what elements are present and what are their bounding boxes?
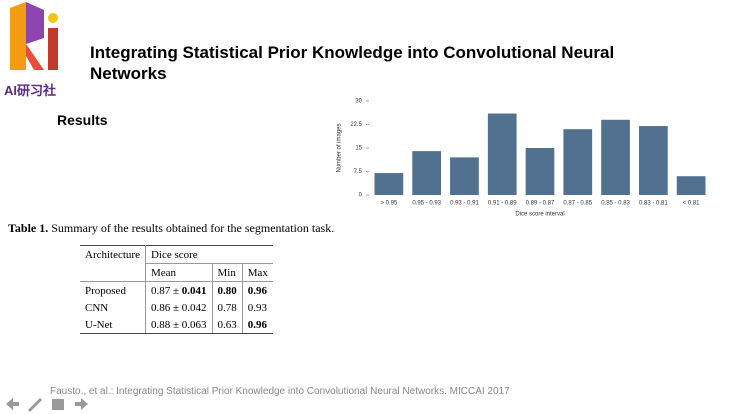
bar [412, 151, 442, 195]
nav-icons [6, 398, 88, 412]
row-label: CNN [80, 299, 146, 316]
table-row: CNN 0.86 ± 0.042 0.78 0.93 [80, 299, 273, 316]
header-cell: Min [212, 263, 243, 282]
x-tick-label: 0.83 - 0.81 [639, 201, 668, 207]
header-cell: Dice score [145, 245, 273, 264]
header-cell [80, 263, 146, 282]
y-tick-label: 0 [359, 193, 363, 199]
x-tick-label: 0.91 - 0.89 [488, 201, 517, 207]
min-cell: 0.63 [212, 316, 243, 334]
x-tick-label: < 0.81 [683, 201, 701, 207]
max-cell: 0.96 [242, 316, 273, 334]
row-label: Proposed [80, 281, 146, 299]
pen-button[interactable] [28, 398, 42, 412]
mean-cell-text: 0.86 [150, 301, 171, 314]
y-tick-label: 30 [355, 99, 362, 105]
bar [374, 173, 404, 195]
row-label-text: Proposed [85, 284, 126, 297]
x-tick-label: 0.85 - 0.83 [601, 201, 630, 207]
menu-button[interactable] [52, 399, 64, 410]
max-cell-text: 0.96 [247, 284, 268, 297]
header-cell: Max [242, 263, 273, 282]
sd-text: 0.041 [181, 284, 207, 297]
max-cell: 0.93 [242, 299, 273, 316]
header-cell-text: Dice score [150, 248, 198, 261]
citation: Fausto., et al.: Integrating Statistical… [50, 386, 510, 397]
results-table: Architecture Dice score Mean Min Max Proposed… [80, 245, 273, 334]
max-cell-text: 0.93 [247, 301, 268, 314]
table-row: U-Net 0.88 ± 0.063 0.63 0.96 [80, 316, 273, 334]
bar [638, 126, 668, 195]
logo-text: AI研习社 [4, 83, 57, 98]
chart: Number of images Dice score interval 0 7.5 1… [337, 99, 706, 218]
section-heading: Results [57, 112, 108, 128]
pm-sign: ± [172, 318, 180, 331]
caption-label: Table 1. [8, 221, 49, 235]
table-caption: Table 1. Summary of the results obtained… [8, 221, 334, 236]
x-tick-label: 0.87 - 0.85 [563, 201, 592, 207]
header-cell: Architecture [80, 245, 146, 264]
caption-text: Summary of the results obtained for the … [51, 221, 335, 235]
row-label-text: CNN [85, 301, 109, 314]
table-row: Proposed 0.87 ± 0.041 0.80 0.96 [80, 281, 273, 299]
pm-sign: ± [172, 301, 180, 314]
mean-cell: 0.88 ± 0.063 [145, 316, 213, 334]
min-cell-text: 0.63 [217, 318, 237, 331]
header-cell-text: Max [247, 266, 268, 279]
slide-title: Integrating Statistical Prior Knowledge … [90, 43, 615, 83]
mean-cell-text: 0.87 [150, 284, 171, 297]
y-tick-label: 22.5 [350, 122, 362, 128]
x-tick-label: 0.95 - 0.93 [412, 201, 441, 207]
header-cell-text: Min [217, 266, 236, 279]
min-cell-text: 0.78 [217, 301, 237, 314]
pm-sign: ± [172, 284, 180, 297]
bar [601, 119, 630, 195]
bar [676, 176, 706, 195]
row-label: U-Net [80, 316, 146, 334]
table-row: Architecture Dice score [80, 245, 273, 264]
mean-cell: 0.87 ± 0.041 [145, 281, 213, 299]
bar [487, 113, 517, 195]
header-cell: Mean [145, 263, 213, 282]
sd-text: 0.042 [181, 301, 207, 314]
sd-text: 0.063 [181, 318, 207, 331]
logo [10, 2, 58, 70]
row-label-text: U-Net [85, 318, 113, 331]
bar [450, 157, 479, 195]
bar [563, 129, 593, 195]
min-cell: 0.78 [212, 299, 243, 316]
x-tick-label: > 0.95 [380, 201, 398, 207]
table-row: Mean Min Max [80, 263, 273, 282]
y-tick-label: 7.5 [354, 169, 363, 175]
x-tick-label: 0.89 - 0.87 [526, 201, 555, 207]
min-cell-text: 0.80 [217, 284, 237, 297]
mean-cell: 0.86 ± 0.042 [145, 299, 213, 316]
header-cell-text: Mean [150, 266, 177, 279]
mean-cell-text: 0.88 [150, 318, 171, 331]
prev-button[interactable] [6, 398, 19, 410]
min-cell: 0.80 [212, 281, 243, 299]
y-axis-label: Number of images [337, 123, 343, 172]
x-tick-label: 0.93 - 0.91 [450, 201, 479, 207]
y-tick-label: 15 [355, 146, 362, 152]
next-button[interactable] [75, 398, 88, 410]
header-cell-text: Architecture [85, 248, 140, 261]
x-axis-label: Dice score interval [515, 212, 564, 218]
bar [525, 148, 555, 195]
max-cell: 0.96 [242, 281, 273, 299]
max-cell-text: 0.96 [247, 318, 268, 331]
